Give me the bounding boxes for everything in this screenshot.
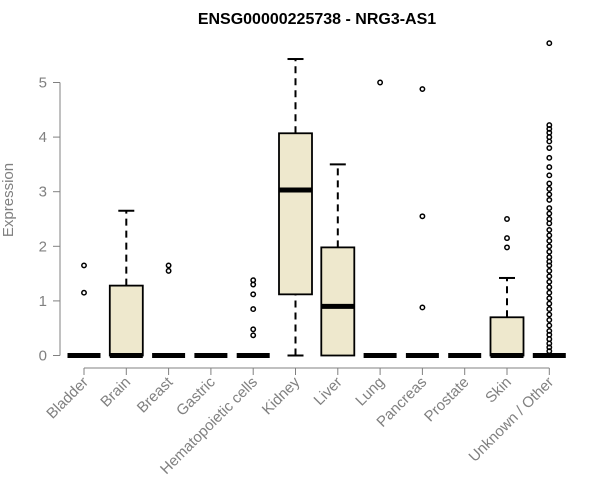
outlier-point	[546, 145, 553, 151]
x-tick-label: Breast	[134, 373, 177, 416]
outlier-point	[546, 262, 553, 269]
outlier-point	[546, 289, 553, 296]
y-tick-label: 1	[39, 293, 47, 310]
outlier-point	[546, 220, 553, 227]
outlier-point	[377, 79, 384, 86]
outlier-point	[546, 322, 553, 329]
outlier-point	[546, 40, 553, 47]
x-tick-label: Kidney	[259, 373, 304, 418]
outlier-point	[546, 284, 553, 291]
outlier-point	[165, 262, 172, 269]
outlier-point	[546, 300, 553, 307]
boxes-layer	[67, 40, 566, 358]
y-tick-label: 0	[39, 348, 47, 365]
y-tick-label: 5	[39, 75, 47, 92]
box-body	[320, 246, 356, 357]
outlier-point	[546, 180, 553, 187]
outlier-point	[250, 326, 257, 333]
outlier-point	[546, 138, 553, 145]
outlier-point	[546, 267, 553, 274]
outlier-point	[419, 213, 426, 220]
outlier-point	[546, 186, 553, 192]
y-tick-label: 2	[39, 238, 47, 255]
outlier-point	[250, 281, 257, 288]
outlier-point	[546, 273, 553, 280]
outlier-point	[250, 306, 257, 313]
outlier-point	[546, 348, 553, 355]
outlier-point	[546, 306, 553, 313]
x-tick-label: Bladder	[43, 374, 92, 423]
outlier-point	[81, 262, 87, 269]
outlier-point	[250, 291, 257, 298]
outlier-point	[546, 210, 553, 217]
outlier-point	[546, 295, 553, 302]
outlier-point	[546, 311, 553, 318]
box-pancreas	[405, 86, 439, 358]
outlier-point	[546, 196, 553, 203]
outlier-point	[546, 205, 553, 212]
x-tick-label: Skin	[482, 374, 515, 407]
box-brain	[108, 209, 144, 358]
outlier-point	[81, 289, 87, 296]
box-hematopoietic-cells	[236, 277, 270, 358]
box-unknown-other	[532, 40, 566, 358]
outlier-point	[546, 164, 553, 171]
box-body	[489, 316, 525, 357]
box-kidney	[278, 58, 313, 357]
outlier-point	[546, 226, 553, 233]
outlier-point	[546, 154, 553, 161]
x-tick-label: Brain	[97, 374, 134, 411]
outlier-point	[546, 248, 553, 255]
outlier-point	[546, 237, 553, 244]
y-tick-label: 4	[39, 129, 47, 146]
outlier-point	[419, 86, 426, 93]
outlier-point	[250, 332, 257, 339]
outlier-point	[419, 304, 426, 311]
box-lung	[363, 79, 397, 358]
outlier-point	[165, 267, 172, 274]
y-axis: 0 1 2 3 4 5	[39, 75, 61, 365]
outlier-point	[546, 191, 553, 198]
y-tick-label: 3	[39, 184, 47, 201]
outlier-point	[546, 278, 553, 285]
box-skin	[489, 216, 525, 358]
box-body	[278, 132, 313, 296]
box-liver	[320, 163, 356, 357]
chart-title: ENSG00000225738 - NRG3-AS1	[198, 11, 436, 28]
x-tick-label: Liver	[311, 374, 346, 409]
outlier-point	[504, 216, 510, 222]
outlier-point	[546, 232, 553, 239]
x-tick-label: Lung	[352, 374, 388, 410]
outlier-point	[504, 244, 510, 251]
outlier-point	[504, 235, 510, 242]
outlier-point	[546, 172, 553, 179]
outlier-point	[546, 243, 553, 250]
x-tick-label: Prostate	[421, 374, 473, 426]
box-bladder	[67, 262, 101, 358]
box-body	[108, 284, 144, 357]
outlier-point	[546, 317, 553, 323]
box-breast	[152, 262, 186, 358]
y-axis-label: Expression	[0, 163, 17, 237]
